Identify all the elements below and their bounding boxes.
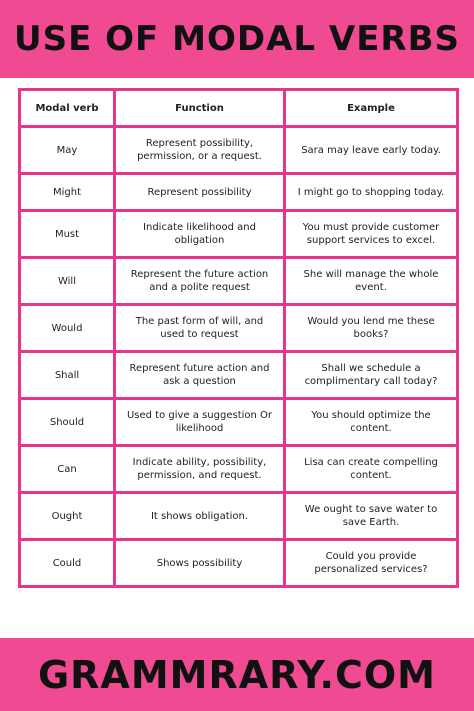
title: USE OF MODAL VERBS [13, 19, 461, 59]
footer-text: GRAMMRARY.COM [37, 652, 436, 697]
table-cell: Used to give a suggestion Or likelihood [113, 397, 286, 447]
table-cell: Must [18, 209, 116, 259]
table-row: Might Represent possibility I might go to … [18, 172, 459, 212]
table-cell: Represent future action and ask a questi… [113, 350, 286, 400]
table-cell: It shows obligation. [113, 491, 286, 541]
table-cell: Represent the future action and a polite… [113, 256, 286, 306]
table-cell: Might [18, 172, 116, 212]
table-cell: Sara may leave early today. [283, 125, 459, 175]
table-row: Could Shows possibility Could you provide … [18, 538, 459, 588]
table-cell: I might go to shopping today. [283, 172, 459, 212]
table-cell: Indicate likelihood and obligation [113, 209, 286, 259]
header-row: Modal verb Function Example [18, 88, 459, 128]
title-banner: USE OF MODAL VERBS [0, 0, 474, 78]
table-row: May Represent possibility, permission, or… [18, 125, 459, 175]
table-row: Would The past form of will, and used to … [18, 303, 459, 353]
table-cell: Represent possibility, permission, or a … [113, 125, 286, 175]
table-cell: The past form of will, and used to reque… [113, 303, 286, 353]
table-row: Shall Represent future action and ask a q… [18, 350, 459, 400]
table-cell: Shall we schedule a complimentary call t… [283, 350, 459, 400]
table-row: Should Used to give a suggestion Or likel… [18, 397, 459, 447]
table-cell: Will [18, 256, 116, 306]
table-cell: Shall [18, 350, 116, 400]
table-cell: You must provide customer support servic… [283, 209, 459, 259]
table-cell: Could you provide personalized services? [283, 538, 459, 588]
table-cell: Would you lend me these books? [283, 303, 459, 353]
table-row: Will Represent the future action and a po… [18, 256, 459, 306]
footer-banner: GRAMMRARY.COM [0, 638, 474, 711]
table-cell: Represent possibility [113, 172, 286, 212]
table-cell: Should [18, 397, 116, 447]
table-cell: Can [18, 444, 116, 494]
table-cell: Shows possibility [113, 538, 286, 588]
table-cell: She will manage the whole event. [283, 256, 459, 306]
table-cell: Ought [18, 491, 116, 541]
table-row: Can Indicate ability, possibility, permis… [18, 444, 459, 494]
table-cell: Indicate ability, possibility, permissio… [113, 444, 286, 494]
modal-table: Modal verb Function Example May Represent p… [18, 88, 459, 588]
column-header: Example [283, 88, 459, 128]
table-cell: Would [18, 303, 116, 353]
table-row: Ought It shows obligation. We ought to sav… [18, 491, 459, 541]
table-cell: You should optimize the content. [283, 397, 459, 447]
table-row: Must Indicate likelihood and obligation Yo… [18, 209, 459, 259]
table-cell: May [18, 125, 116, 175]
column-header: Modal verb [18, 88, 116, 128]
table-cell: Could [18, 538, 116, 588]
column-header: Function [113, 88, 286, 128]
table-cell: Lisa can create compelling content. [283, 444, 459, 494]
table-cell: We ought to save water to save Earth. [283, 491, 459, 541]
